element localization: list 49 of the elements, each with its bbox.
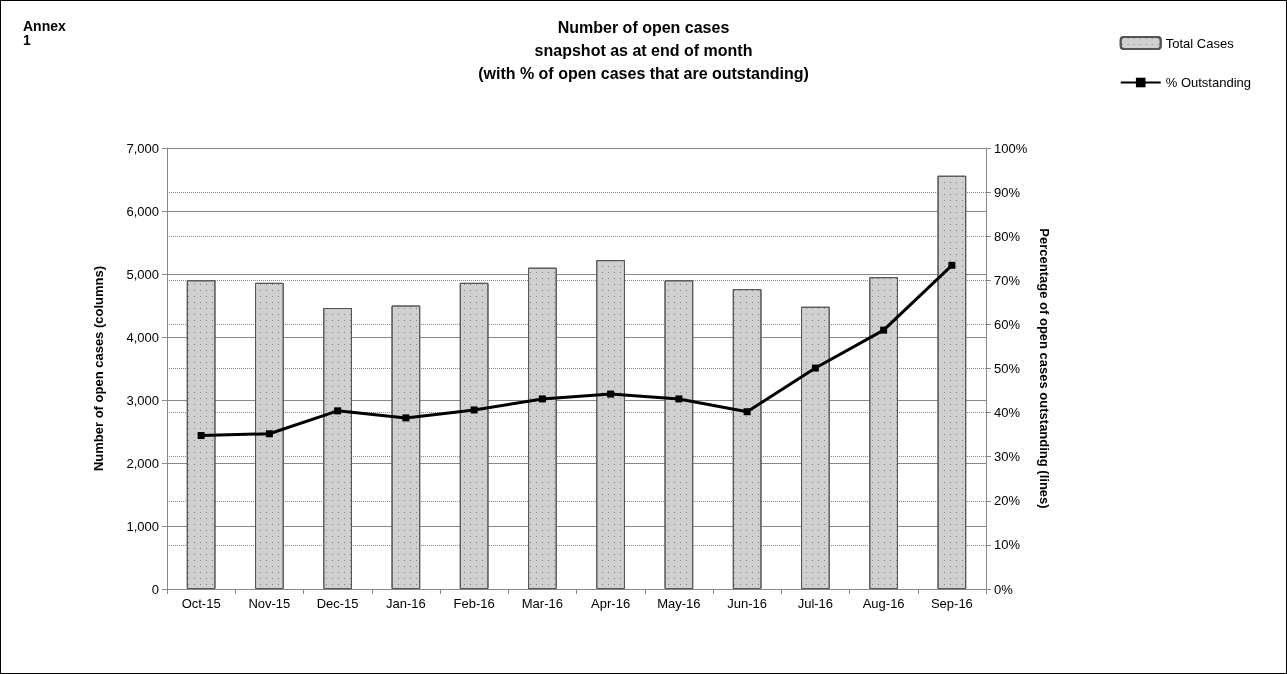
- chart-title: Number of open cases snapshot as at end of month (with % of open cases that are outstanding): [478, 19, 809, 82]
- point: [265, 430, 273, 438]
- x-tick-label: Sep-16: [930, 596, 973, 611]
- point: [880, 326, 888, 334]
- point: [334, 407, 342, 415]
- x-tick-label: Mar-16: [521, 596, 563, 611]
- x-tick-label: Dec-15: [316, 596, 359, 611]
- y2-axis-title: Percentage of open cases outstanding (lines): [1037, 228, 1053, 509]
- y2-tick-label: 20%: [994, 493, 1021, 509]
- x-tick-label: Jan-16: [386, 596, 426, 611]
- y-tick-label: 1,000: [126, 518, 159, 534]
- point: [607, 390, 615, 398]
- point: [197, 432, 205, 440]
- x-tick-label: Jun-16: [727, 596, 767, 611]
- y2-tick-label: 10%: [994, 537, 1021, 553]
- y2-tick-label: 80%: [994, 228, 1021, 244]
- x-tick-label: Nov-15: [248, 596, 291, 611]
- y2-tick-label: 30%: [994, 449, 1021, 465]
- y2-tick-label: 40%: [994, 405, 1021, 421]
- y-axis-title: Number of open cases (columns): [91, 265, 106, 472]
- legend-label: % Outstanding: [1165, 75, 1252, 90]
- y-tick-label: 2,000: [126, 455, 159, 471]
- x-tick-label: Oct-15: [181, 596, 221, 611]
- y2-tick-label: 70%: [994, 272, 1021, 288]
- y2-tick-label: 0%: [994, 581, 1014, 597]
- point: [811, 364, 819, 372]
- point: [470, 406, 478, 414]
- point: [675, 395, 683, 403]
- x-tick-label: Apr-16: [591, 596, 631, 611]
- point: [948, 261, 956, 269]
- text: Annex 1: [23, 18, 66, 48]
- point: [538, 395, 546, 403]
- y-tick-label: 6,000: [126, 203, 159, 219]
- x-tick-label: Feb-16: [453, 596, 495, 611]
- y2-tick-label: 60%: [994, 316, 1021, 332]
- x-tick-label: Jul-16: [797, 596, 834, 611]
- y-tick-label: 5,000: [126, 266, 159, 282]
- x-tick-label: May-16: [657, 596, 701, 611]
- y-tick-label: 4,000: [126, 329, 159, 345]
- point: [743, 408, 751, 416]
- x-tick-label: Aug-16: [862, 596, 905, 611]
- point: [402, 414, 410, 422]
- y2-tick-label: 50%: [994, 361, 1021, 376]
- y-tick-label: 0: [151, 581, 159, 597]
- y2-tick-label: 90%: [994, 184, 1021, 200]
- y-tick-label: 7,000: [126, 140, 159, 156]
- legend-label: Total Cases: [1165, 35, 1235, 51]
- y-tick-label: 3,000: [126, 392, 159, 408]
- y2-tick-label: 100%: [994, 140, 1028, 156]
